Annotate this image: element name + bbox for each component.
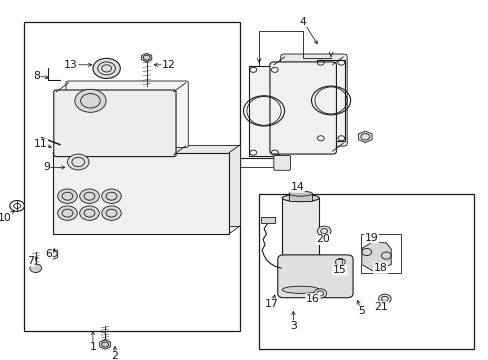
Text: 14: 14: [290, 182, 304, 192]
Text: 5: 5: [358, 306, 365, 316]
Polygon shape: [358, 131, 371, 143]
Text: 10: 10: [0, 213, 12, 223]
Bar: [316, 60, 345, 141]
Text: 7: 7: [27, 256, 34, 266]
FancyBboxPatch shape: [54, 90, 176, 157]
Circle shape: [67, 154, 89, 170]
Text: 1: 1: [89, 342, 96, 352]
FancyBboxPatch shape: [269, 62, 336, 154]
Circle shape: [102, 206, 121, 220]
Text: 15: 15: [332, 265, 346, 275]
Bar: [249, 66, 278, 156]
Bar: [282, 198, 319, 290]
Text: 20: 20: [315, 234, 329, 244]
Ellipse shape: [288, 191, 312, 196]
Text: 13: 13: [64, 60, 78, 70]
Text: 12: 12: [162, 60, 175, 70]
FancyBboxPatch shape: [277, 255, 352, 298]
Ellipse shape: [282, 286, 319, 293]
Text: 2: 2: [111, 351, 118, 360]
Bar: [360, 234, 401, 273]
Bar: [53, 153, 228, 234]
Ellipse shape: [282, 194, 319, 202]
Bar: [288, 194, 312, 201]
Bar: [259, 194, 473, 349]
Circle shape: [80, 206, 99, 220]
Text: 16: 16: [305, 294, 319, 304]
Polygon shape: [100, 340, 110, 349]
FancyBboxPatch shape: [280, 54, 346, 146]
Bar: [63, 145, 239, 226]
Circle shape: [313, 289, 326, 298]
Bar: [24, 22, 239, 331]
Circle shape: [102, 189, 121, 203]
Polygon shape: [361, 242, 390, 271]
Circle shape: [80, 189, 99, 203]
FancyBboxPatch shape: [273, 156, 290, 170]
Circle shape: [58, 189, 77, 203]
Circle shape: [75, 89, 106, 112]
Polygon shape: [142, 53, 151, 62]
Text: 9: 9: [43, 162, 50, 172]
Text: 6: 6: [45, 249, 52, 259]
Text: 18: 18: [373, 263, 386, 273]
Bar: [261, 217, 274, 223]
FancyBboxPatch shape: [66, 81, 188, 148]
Circle shape: [58, 206, 77, 220]
Circle shape: [317, 226, 330, 236]
Text: 17: 17: [264, 299, 278, 309]
Circle shape: [30, 264, 41, 273]
Text: 11: 11: [34, 139, 47, 149]
Text: 21: 21: [374, 302, 387, 312]
Text: 3: 3: [289, 321, 296, 331]
Circle shape: [93, 58, 120, 78]
Circle shape: [378, 294, 390, 303]
Polygon shape: [49, 250, 58, 259]
Text: 8: 8: [33, 71, 40, 81]
Text: 4: 4: [299, 17, 306, 27]
Text: 19: 19: [364, 233, 378, 243]
